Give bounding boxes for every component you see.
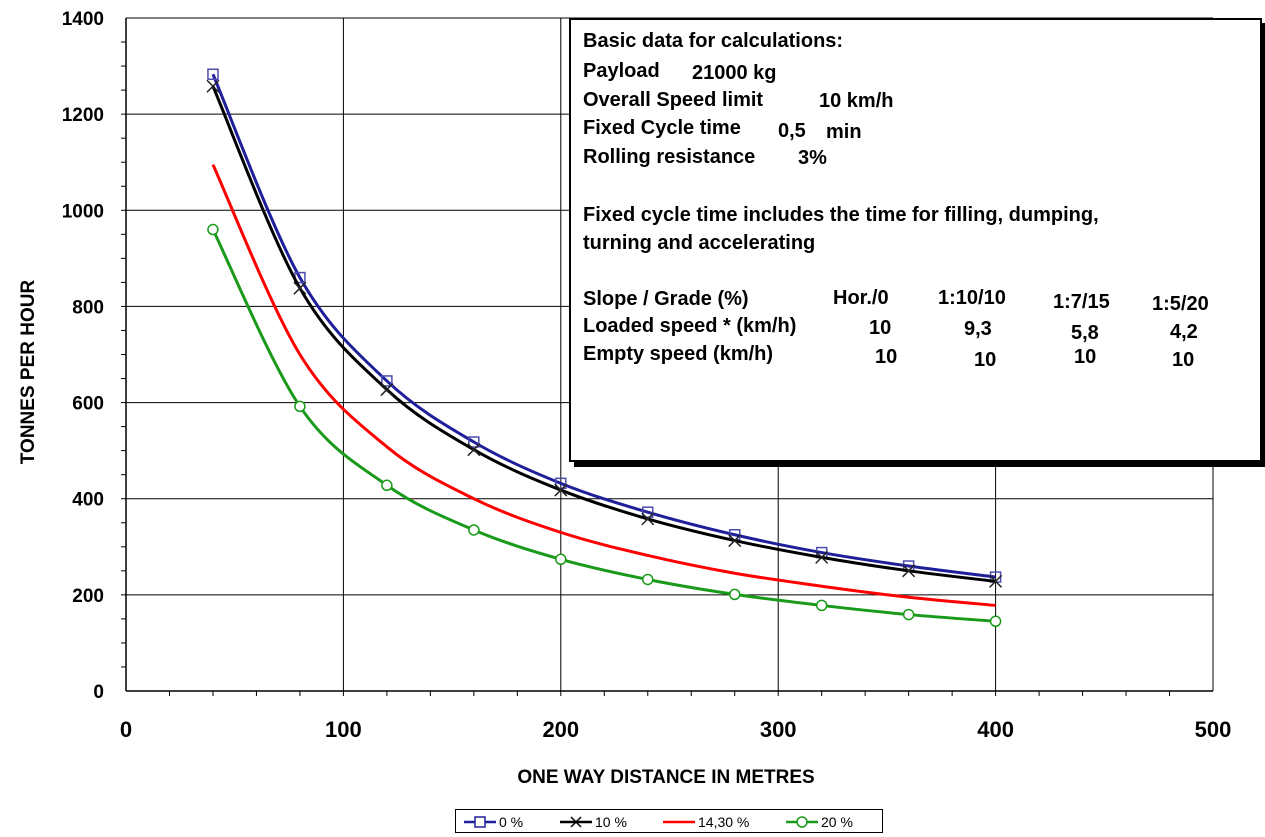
series-0-point-4 bbox=[555, 477, 567, 490]
series-3-point-8 bbox=[902, 608, 915, 621]
series-0-point-3 bbox=[468, 436, 480, 448]
series-0-point-5 bbox=[642, 506, 654, 518]
series-3-point-6 bbox=[728, 588, 741, 601]
y-tick-label-2: 400 bbox=[72, 490, 104, 511]
payload-value: 21000 kg bbox=[692, 62, 777, 84]
series-3-point-0 bbox=[207, 223, 219, 236]
x-tick-label-5: 500 bbox=[1195, 717, 1232, 742]
loaded-speed-3: 5,8 bbox=[1071, 322, 1099, 344]
series-line-3 bbox=[211, 228, 996, 623]
slope-header-1: Hor./0 bbox=[833, 287, 889, 309]
series-3-point-1 bbox=[294, 400, 306, 413]
series-2 bbox=[211, 163, 996, 607]
series-1-point-8 bbox=[902, 564, 916, 578]
series-1-point-9 bbox=[989, 574, 1003, 588]
series-1 bbox=[206, 79, 1003, 588]
series-3-point-7 bbox=[815, 599, 828, 612]
y-tick-label-1: 200 bbox=[72, 586, 104, 607]
loaded-speed-4: 4,2 bbox=[1170, 321, 1198, 343]
loaded-speed-label: Loaded speed * (km/h) bbox=[583, 315, 797, 337]
slope-header-4: 1:5/20 bbox=[1152, 293, 1209, 315]
series-3-point-2 bbox=[381, 479, 393, 492]
y-axis-title: TONNES PER HOUR bbox=[18, 280, 39, 465]
series-1-point-1 bbox=[293, 281, 307, 295]
legend-label-2: 14,30 % bbox=[698, 814, 750, 830]
legend-item-1: 10 % bbox=[560, 812, 627, 832]
legend-swatch-0 bbox=[464, 816, 496, 828]
x-axis-title: ONE WAY DISTANCE IN METRES bbox=[517, 767, 814, 788]
series-3 bbox=[207, 223, 1002, 628]
series-layer bbox=[206, 68, 1003, 628]
axes bbox=[125, 18, 1213, 692]
y-tick-label-0: 0 bbox=[93, 682, 104, 703]
x-tick-label-2: 200 bbox=[542, 717, 579, 742]
series-1-point-4 bbox=[554, 483, 568, 497]
empty-speed-2: 10 bbox=[974, 349, 997, 371]
basic-data-title: Basic data for calculations: bbox=[583, 30, 844, 52]
minor-ticks bbox=[121, 41, 1171, 696]
legend-swatch-3 bbox=[786, 816, 818, 828]
series-3-point-4 bbox=[555, 553, 567, 566]
legend-item-2: 14,30 % bbox=[663, 812, 749, 832]
series-line-1 bbox=[211, 85, 996, 583]
series-3-point-3 bbox=[468, 524, 480, 536]
legend-label-3: 20 % bbox=[821, 814, 853, 830]
empty-speed-1: 10 bbox=[875, 346, 898, 368]
legend: 0 % 10 % 14,30 % 20 % bbox=[455, 809, 883, 833]
series-line-2 bbox=[211, 163, 996, 607]
series-1-point-2 bbox=[380, 383, 394, 397]
x-tick-label-0: 0 bbox=[120, 717, 132, 742]
legend-swatch-2 bbox=[663, 820, 695, 824]
x-tick-label-3: 300 bbox=[760, 717, 797, 742]
slope-header-3: 1:7/15 bbox=[1053, 291, 1110, 313]
series-1-point-6 bbox=[728, 534, 742, 548]
cycle-time-unit: min bbox=[826, 121, 862, 143]
cycle-time-value: 0,5 bbox=[778, 120, 806, 142]
empty-speed-4: 10 bbox=[1172, 349, 1195, 371]
rolling-resistance-value: 3% bbox=[798, 147, 827, 169]
series-line-0 bbox=[211, 73, 996, 579]
series-0-point-2 bbox=[381, 375, 393, 387]
speed-limit-value: 10 km/h bbox=[819, 90, 894, 112]
series-3-point-9 bbox=[989, 615, 1002, 628]
calculation-info-box: Basic data for calculations: Payload 210… bbox=[569, 18, 1262, 462]
cycle-time-label: Fixed Cycle time bbox=[583, 117, 741, 139]
series-1-point-7 bbox=[815, 550, 829, 564]
loaded-speed-2: 9,3 bbox=[964, 318, 992, 340]
slope-header-2: 1:10/10 bbox=[938, 287, 1006, 309]
slope-grade-label: Slope / Grade (%) bbox=[583, 288, 749, 310]
legend-swatch-1 bbox=[560, 816, 592, 828]
legend-item-3: 20 % bbox=[786, 812, 853, 832]
legend-item-0: 0 % bbox=[464, 812, 523, 832]
cycle-note-line-2: turning and accelerating bbox=[583, 232, 816, 254]
legend-label-1: 10 % bbox=[595, 814, 627, 830]
y-tick-label-7: 1400 bbox=[62, 9, 104, 30]
loaded-speed-1: 10 bbox=[869, 317, 892, 339]
x-tick-label-1: 100 bbox=[325, 717, 362, 742]
series-1-point-0 bbox=[206, 79, 220, 93]
legend-label-0: 0 % bbox=[499, 814, 524, 830]
empty-speed-3: 10 bbox=[1074, 346, 1097, 368]
y-tick-label-3: 600 bbox=[72, 394, 104, 415]
rolling-resistance-label: Rolling resistance bbox=[583, 146, 756, 168]
empty-speed-label: Empty speed (km/h) bbox=[583, 343, 774, 365]
tick-labels: 0 200 400 600 800 1000 1200 1400 0 100 200 300 400 50… bbox=[62, 9, 1232, 742]
series-1-point-5 bbox=[641, 512, 655, 526]
series-0-point-0 bbox=[207, 68, 219, 80]
x-tick-label-4: 400 bbox=[977, 717, 1014, 742]
speed-limit-label: Overall Speed limit bbox=[583, 89, 764, 111]
series-3-point-5 bbox=[642, 573, 654, 586]
y-tick-label-6: 1200 bbox=[62, 105, 104, 126]
payload-label: Payload bbox=[583, 60, 660, 82]
y-tick-label-4: 800 bbox=[72, 297, 104, 318]
cycle-note-line-1: Fixed cycle time includes the time for f… bbox=[583, 204, 1099, 226]
series-1-point-3 bbox=[467, 443, 481, 457]
y-tick-label-5: 1000 bbox=[62, 201, 104, 222]
